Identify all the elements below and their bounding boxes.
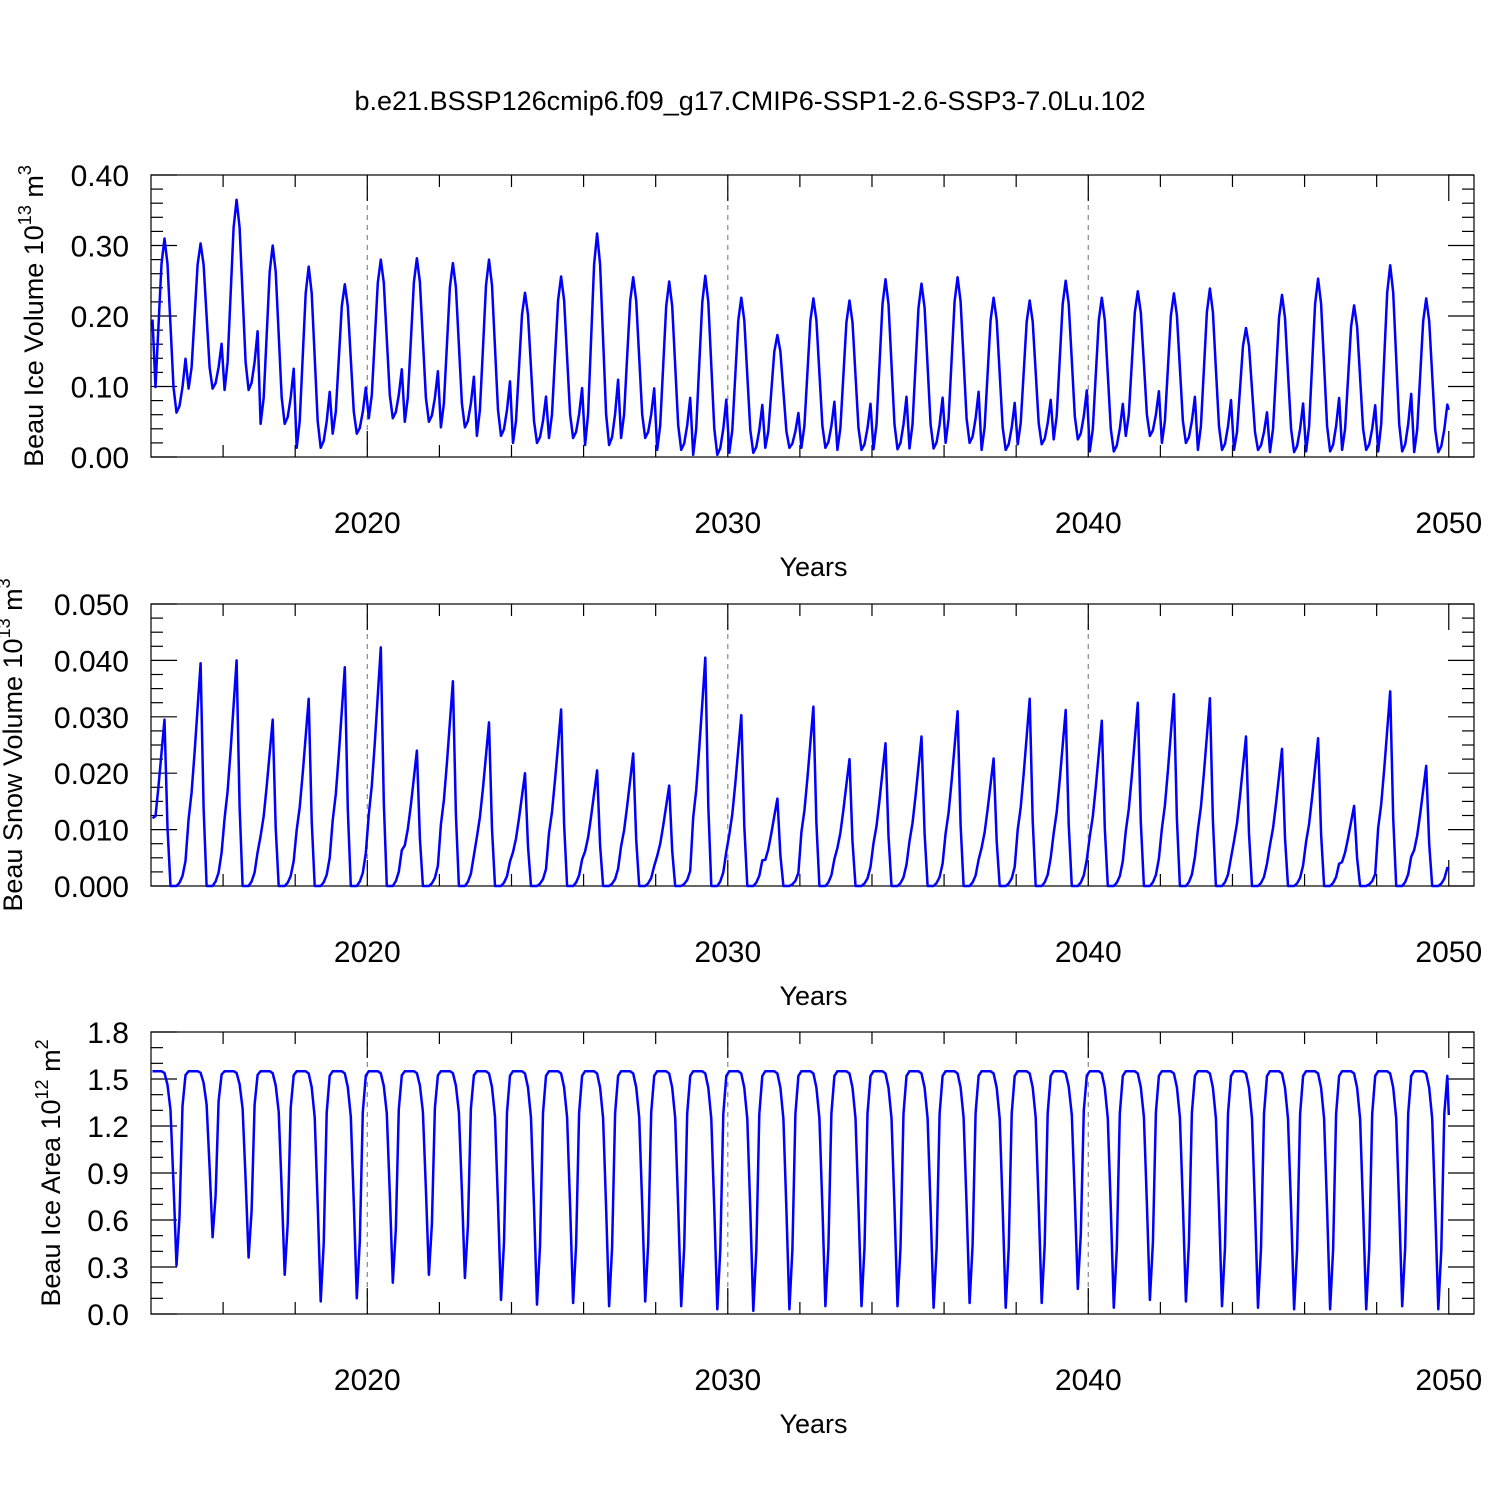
- y-axis-label: Beau Ice Volume 1013 m3: [15, 165, 49, 467]
- x-tick-label: 2030: [694, 936, 761, 969]
- panel-snow-volume: 0.000 0.010 0.020 0.030 0.040 0.050 2020 2030 20…: [0, 578, 1482, 1011]
- y-tick-label: 0.30: [71, 231, 129, 264]
- y-axis-label: Beau Ice Area 1012 m2: [32, 1039, 66, 1306]
- x-tick-label: 2040: [1055, 936, 1122, 969]
- series-line-snow-volume: [151, 646, 1450, 888]
- series-line-ice-area: [152, 1069, 1451, 1313]
- y-tick-label: 0.000: [54, 871, 129, 904]
- y-tick-label: 1.2: [87, 1111, 129, 1144]
- x-tick-label: 2020: [334, 507, 401, 540]
- series-line-ice-volume: [151, 198, 1451, 457]
- y-tick-label: 0.050: [54, 589, 129, 622]
- x-tick-label: 2020: [334, 1364, 401, 1397]
- x-axis-label: Years: [779, 981, 847, 1011]
- y-tick-label: 0.40: [71, 160, 129, 193]
- chart-title: b.e21.BSSP126cmip6.f09_g17.CMIP6-SSP1-2.…: [355, 86, 1146, 116]
- y-tick-label: 0.20: [71, 301, 129, 334]
- x-tick-label: 2050: [1415, 507, 1482, 540]
- y-tick-label: 0.020: [54, 758, 129, 791]
- panel-ice-volume: 0.00 0.10 0.20 0.30 0.40 2020 2030 2040 2050 Year…: [15, 160, 1482, 582]
- x-axis-label: Years: [779, 552, 847, 582]
- y-tick-label: 1.8: [87, 1017, 129, 1050]
- y-tick-label: 0.9: [87, 1158, 129, 1191]
- panel-ice-area: 0.0 0.3 0.6 0.9 1.2 1.5 1.8 2020 2030 2040 2050 Yea…: [32, 1017, 1482, 1439]
- x-tick-label: 2040: [1055, 1364, 1122, 1397]
- y-tick-label: 0.040: [54, 645, 129, 678]
- y-axis-label: Beau Snow Volume 1013 m3: [0, 578, 28, 911]
- x-tick-label: 2050: [1415, 1364, 1482, 1397]
- x-tick-label: 2030: [694, 1364, 761, 1397]
- y-tick-label: 0.6: [87, 1205, 129, 1238]
- chart-panels: 0.00 0.10 0.20 0.30 0.40 2020 2030 2040 2050 Year…: [0, 160, 1482, 1439]
- x-tick-label: 2040: [1055, 507, 1122, 540]
- x-tick-label: 2030: [694, 507, 761, 540]
- y-tick-label: 1.5: [87, 1064, 129, 1097]
- y-tick-label: 0.030: [54, 702, 129, 735]
- y-tick-label: 0.00: [71, 442, 129, 475]
- x-tick-label: 2020: [334, 936, 401, 969]
- x-tick-label: 2050: [1415, 936, 1482, 969]
- y-tick-label: 0.010: [54, 815, 129, 848]
- y-tick-label: 0.3: [87, 1252, 129, 1285]
- x-axis-label: Years: [779, 1409, 847, 1439]
- y-tick-label: 0.10: [71, 372, 129, 405]
- y-tick-label: 0.0: [87, 1299, 129, 1332]
